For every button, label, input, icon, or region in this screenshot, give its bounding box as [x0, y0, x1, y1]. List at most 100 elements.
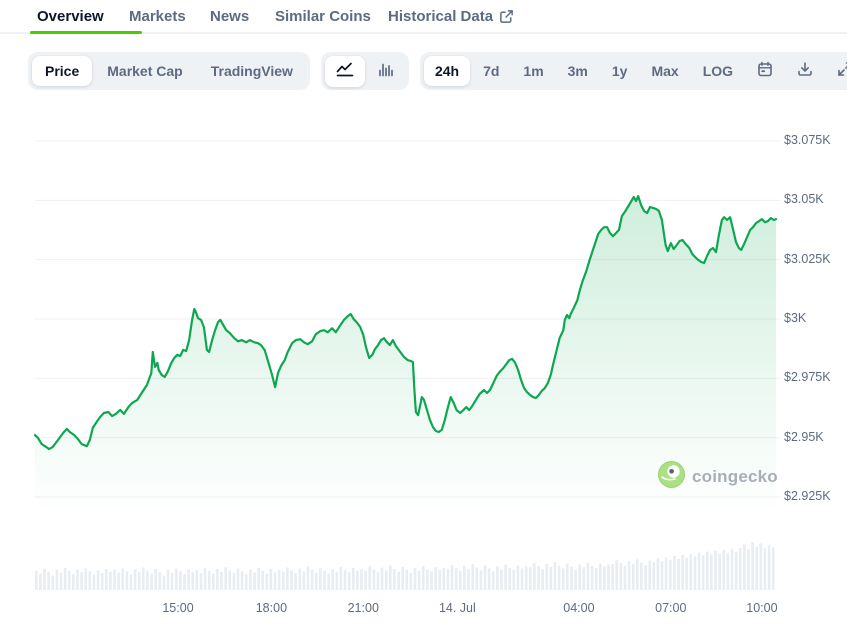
- volume-bar: [673, 555, 676, 590]
- calendar-icon: [757, 61, 773, 81]
- chart-type-group: [320, 52, 409, 90]
- price-line: [33, 195, 778, 451]
- tab-overview-label: Overview: [37, 8, 104, 25]
- volume-bar: [92, 575, 96, 590]
- range-1y-button[interactable]: 1y: [601, 56, 639, 86]
- volume-bar: [76, 569, 79, 590]
- volume-bar: [726, 552, 730, 590]
- volume-bar: [413, 567, 417, 590]
- market-cap-button[interactable]: Market Cap: [94, 56, 195, 86]
- volume-bar: [203, 567, 207, 590]
- date-range-button[interactable]: [746, 55, 784, 87]
- volume-bar: [467, 568, 470, 590]
- volume-bar: [693, 556, 697, 590]
- y-axis-tick-label: $3K: [784, 311, 807, 325]
- volume-bar: [426, 569, 429, 590]
- volume-bar: [417, 570, 421, 590]
- volume-bar: [162, 575, 166, 590]
- volume-bar: [500, 569, 503, 590]
- volume-bar: [644, 565, 647, 590]
- tab-overview[interactable]: Overview: [37, 8, 104, 25]
- volume-bar: [409, 572, 413, 590]
- volume-bar: [619, 563, 623, 590]
- line-chart-icon: [336, 62, 354, 81]
- volume-bar: [207, 570, 211, 590]
- volume-bar: [298, 568, 302, 590]
- volume-bar: [67, 570, 71, 590]
- volume-bar: [475, 567, 479, 590]
- volume-bar: [166, 569, 170, 590]
- volume-bar: [706, 551, 709, 590]
- tab-historical-data[interactable]: Historical Data: [388, 8, 514, 25]
- volume-bar: [524, 566, 528, 590]
- volume-bar: [669, 559, 672, 590]
- tab-markets[interactable]: Markets: [129, 8, 186, 25]
- volume-bar: [335, 571, 339, 590]
- volume-bar: [652, 562, 656, 590]
- range-3m-button[interactable]: 3m: [557, 56, 599, 86]
- download-icon: [797, 61, 813, 81]
- volume-bar: [105, 568, 108, 590]
- coingecko-watermark: coingecko: [658, 461, 778, 493]
- volume-bar: [722, 549, 726, 590]
- active-tab-underline: [30, 31, 142, 34]
- volume-bar: [125, 571, 129, 590]
- volume-bar: [529, 567, 532, 590]
- tab-news[interactable]: News: [210, 8, 249, 25]
- coingecko-logo-icon: [658, 461, 685, 493]
- range-7d-button[interactable]: 7d: [472, 56, 510, 86]
- volume-bar: [282, 571, 285, 590]
- range-1m-button[interactable]: 1m: [512, 56, 554, 86]
- volume-bar: [504, 564, 507, 590]
- volume-bar: [88, 571, 92, 590]
- price-chart-canvas[interactable]: $3.075K $3.05K $3.025K $3K $2.975K $2.95K $2.9…: [0, 100, 847, 625]
- volume-bar: [150, 573, 153, 590]
- volume-bar: [314, 572, 318, 590]
- volume-bar: [286, 567, 289, 590]
- volume-bar: [80, 572, 83, 590]
- volume-bar: [677, 558, 680, 590]
- chart-toolbar: Price Market Cap TradingView: [0, 52, 847, 90]
- volume-bar: [376, 572, 380, 590]
- volume-bar: [323, 570, 326, 590]
- y-axis-tick-label: $3.025K: [784, 251, 831, 266]
- volume-bar: [648, 560, 651, 590]
- volume-bar: [512, 569, 516, 590]
- log-scale-button[interactable]: LOG: [692, 56, 744, 86]
- volume-bar: [228, 570, 232, 590]
- volume-bar: [113, 569, 116, 590]
- metric-toggle-group: Price Market Cap TradingView: [28, 52, 310, 90]
- volume-bar: [96, 570, 100, 590]
- volume-bar: [360, 568, 363, 590]
- volume-bar: [664, 557, 668, 590]
- volume-bar: [117, 572, 120, 590]
- volume-bar: [236, 568, 240, 590]
- volume-bar: [331, 568, 334, 590]
- x-axis-tick-label: 10:00: [746, 601, 778, 615]
- range-24h-button[interactable]: 24h: [423, 56, 471, 86]
- bar-chart-icon: [378, 62, 394, 81]
- volume-bar: [253, 572, 256, 590]
- tradingview-button[interactable]: TradingView: [198, 56, 306, 86]
- volume-bar: [356, 570, 359, 590]
- volume-bar: [72, 574, 75, 590]
- volume-bar: [175, 568, 178, 590]
- volume-bar: [450, 565, 454, 590]
- volume-bar: [154, 568, 157, 590]
- volume-bar: [212, 573, 215, 590]
- volume-bar: [590, 566, 594, 590]
- tab-similar-coins[interactable]: Similar Coins: [275, 8, 371, 25]
- bar-chart-button[interactable]: [367, 56, 405, 87]
- volume-bar: [343, 570, 347, 590]
- x-axis-tick-label: 04:00: [563, 601, 595, 615]
- download-chart-button[interactable]: [786, 55, 824, 87]
- volume-bar: [39, 573, 42, 590]
- price-button[interactable]: Price: [32, 56, 93, 86]
- volume-bar: [459, 570, 462, 590]
- volume-bar: [129, 574, 133, 590]
- volume-bar: [55, 569, 59, 590]
- range-max-button[interactable]: Max: [640, 56, 689, 86]
- volume-bar: [422, 566, 425, 590]
- line-chart-button[interactable]: [324, 55, 365, 87]
